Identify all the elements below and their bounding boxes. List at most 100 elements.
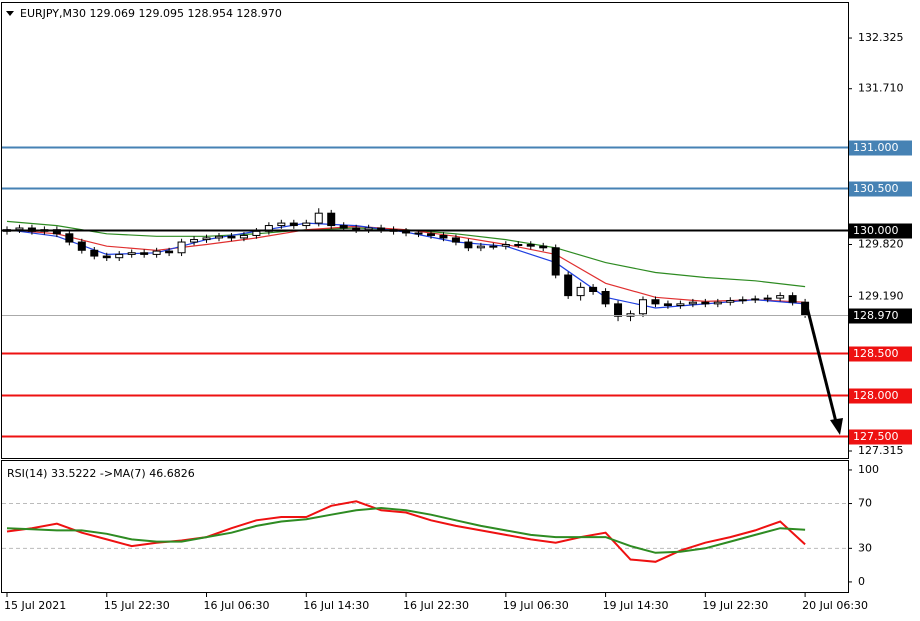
candle-body [364,227,373,231]
candle-body [688,301,697,305]
level-label-box [849,429,912,445]
level-label-box [849,308,912,324]
forecast-arrow [804,302,838,423]
level-label: 127.500 [853,430,899,443]
candle-body [202,237,211,241]
level-label-box [849,181,912,197]
candle-body [626,313,635,317]
candle-body [402,230,411,234]
candle-body [551,247,560,276]
candle-body [90,249,99,257]
candle-body [638,299,647,315]
y-tick-label: 131.710 [858,82,904,95]
candle-body [77,241,86,251]
level-label: 130.500 [853,182,899,195]
chart-title: EURJPY,M30 129.069 129.095 128.954 128.9… [20,7,282,20]
level-label-box [849,140,912,156]
candle-body [526,244,535,247]
level-label: 130.000 [853,224,899,237]
candle-body [289,222,298,227]
candle-body [190,239,199,243]
forecast-arrowhead [830,418,843,435]
candle-body [177,241,186,254]
candle-body [352,227,361,231]
indicator-line [6,506,806,554]
level-label: 131.000 [853,141,899,154]
y-tick-label: 129.190 [858,289,904,302]
candle-body [339,225,348,229]
x-tick-label: 19 Jul 14:30 [603,599,669,612]
menu-triangle[interactable] [6,11,14,16]
candle-body [152,250,161,255]
x-tick-label: 19 Jul 22:30 [702,599,768,612]
y-tick-label: 0 [858,575,865,588]
candle-body [738,299,747,302]
candle-body [564,274,573,297]
price-panel [1,2,849,459]
candle-body [663,303,672,307]
candle-body [464,241,473,249]
y-tick-label: 129.820 [858,238,904,251]
x-tick-label: 16 Jul 06:30 [204,599,270,612]
candle-body [65,233,74,243]
candle-body [576,286,585,297]
candle-body [788,295,797,303]
candle-body [651,299,660,305]
candle-body [414,232,423,235]
indicator-line [6,500,806,563]
candle-body [713,301,722,305]
candle-body [314,212,323,224]
candle-body [127,252,136,255]
level-label-box [849,346,912,362]
level-label-box [849,388,912,404]
candle-body [302,222,311,227]
candle-body [327,212,336,227]
candle-body [614,303,623,317]
x-tick-label: 16 Jul 14:30 [303,599,369,612]
rsi-panel [1,460,849,593]
candle-body [501,244,510,247]
level-label: 128.500 [853,347,899,360]
candle-body [701,301,710,305]
candle-body [751,298,760,301]
candle-body [252,230,261,236]
x-tick-label: 20 Jul 06:30 [802,599,868,612]
candle-body [165,250,174,254]
candle-body [15,227,24,231]
level-label: 128.970 [853,309,899,322]
candle-body [589,286,598,292]
candle-body [426,233,435,236]
x-tick-label: 19 Jul 06:30 [503,599,569,612]
candle-body [451,237,460,243]
plot-layer: 132.325 131.710 129.820 129.190 127.315 131.0… [2,31,912,612]
candle-body [514,244,523,247]
candle-body [776,295,785,299]
candle-body [439,234,448,239]
y-tick-label: 70 [858,497,872,510]
x-tick-label: 16 Jul 22:30 [403,599,469,612]
y-tick-label: 100 [858,463,879,476]
y-tick-label: 132.325 [858,31,904,44]
x-tick-label: 15 Jul 2021 [4,599,66,612]
candle-body [115,253,124,259]
candle-body [539,245,548,249]
candle-body [763,297,772,300]
candle-body [377,227,386,231]
level-label: 128.000 [853,389,899,402]
candle-body [277,222,286,227]
candle-body [214,235,223,239]
candle-body [227,235,236,239]
level-label-box [849,223,912,239]
candle-body [489,245,498,248]
x-tick-label: 15 Jul 22:30 [104,599,170,612]
candle-body [676,303,685,307]
candle-body [239,234,248,239]
candle-body [102,255,111,259]
candle-body [476,245,485,249]
y-tick-label: 30 [858,541,872,554]
candle-body [601,290,610,305]
y-tick-label: 127.315 [858,444,904,457]
candle-body [140,252,149,255]
